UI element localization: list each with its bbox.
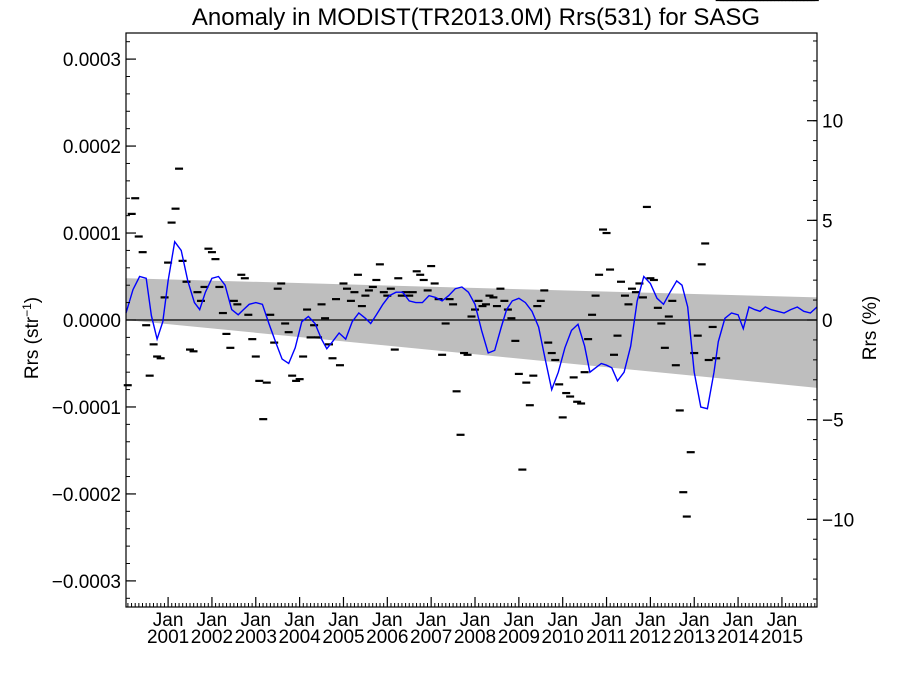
x-year-label: 2005 — [322, 627, 364, 648]
x-year-label: 2013 — [673, 627, 715, 648]
x-axis: Jan2001Jan2002Jan2003Jan2004Jan2005Jan20… — [127, 597, 816, 648]
x-month-label: Jan — [153, 610, 184, 631]
x-year-label: 2015 — [761, 627, 803, 648]
smoothed-line — [125, 239, 818, 410]
x-year-label: 2003 — [235, 627, 277, 648]
left-tick-label: −0.0001 — [52, 398, 121, 419]
x-month-label: Jan — [635, 610, 666, 631]
x-month-label: Jan — [328, 610, 359, 631]
x-year-label: 2002 — [191, 627, 233, 648]
x-year-label: 2014 — [717, 627, 760, 648]
x-month-label: Jan — [416, 610, 447, 631]
x-year-label: 2008 — [454, 627, 496, 648]
left-tick-label: 0.0000 — [63, 311, 121, 332]
x-month-label: Jan — [372, 610, 403, 631]
plot-area — [123, 0, 819, 608]
x-month-label: Jan — [460, 610, 491, 631]
x-year-label: 2004 — [278, 627, 321, 648]
left-tick-label: 0.0001 — [63, 224, 121, 245]
x-month-label: Jan — [723, 610, 754, 631]
x-month-label: Jan — [240, 610, 271, 631]
right-tick-label: 5 — [822, 211, 833, 232]
left-tick-label: 0.0002 — [63, 137, 121, 158]
right-tick-label: 0 — [822, 311, 833, 332]
chart-title: Anomaly in MODIST(TR2013.0M) Rrs(531) fo… — [192, 4, 760, 31]
left-tick-label: −0.0003 — [52, 572, 121, 593]
y-axis-label-left: Rrs (str−1) — [20, 297, 43, 379]
x-year-label: 2012 — [629, 627, 671, 648]
x-month-label: Jan — [504, 610, 535, 631]
left-tick-label: −0.0002 — [52, 485, 121, 506]
x-year-label: 2009 — [498, 627, 540, 648]
x-year-label: 2007 — [410, 627, 452, 648]
right-tick-label: −10 — [822, 510, 854, 531]
x-month-label: Jan — [767, 610, 798, 631]
x-month-label: Jan — [591, 610, 622, 631]
left-y-axis: 0.0003 0.0002 0.0001 0.0000 −0.0001 −0.0002 −0… — [52, 41, 136, 599]
trend-band — [126, 278, 817, 388]
right-y-axis: 10 5 0 −5 −10 — [807, 40, 854, 600]
right-tick-label: 10 — [822, 112, 843, 133]
x-year-label: 2006 — [366, 627, 408, 648]
right-tick-label: −5 — [822, 411, 844, 432]
x-year-label: 2001 — [147, 627, 189, 648]
x-year-label: 2010 — [542, 627, 584, 648]
left-tick-label: 0.0003 — [63, 50, 121, 71]
x-month-label: Jan — [547, 610, 578, 631]
x-month-label: Jan — [679, 610, 710, 631]
x-year-label: 2011 — [586, 627, 627, 648]
x-month-label: Jan — [284, 610, 315, 631]
x-month-label: Jan — [197, 610, 228, 631]
y-axis-label-right: Rrs (%) — [860, 296, 881, 360]
